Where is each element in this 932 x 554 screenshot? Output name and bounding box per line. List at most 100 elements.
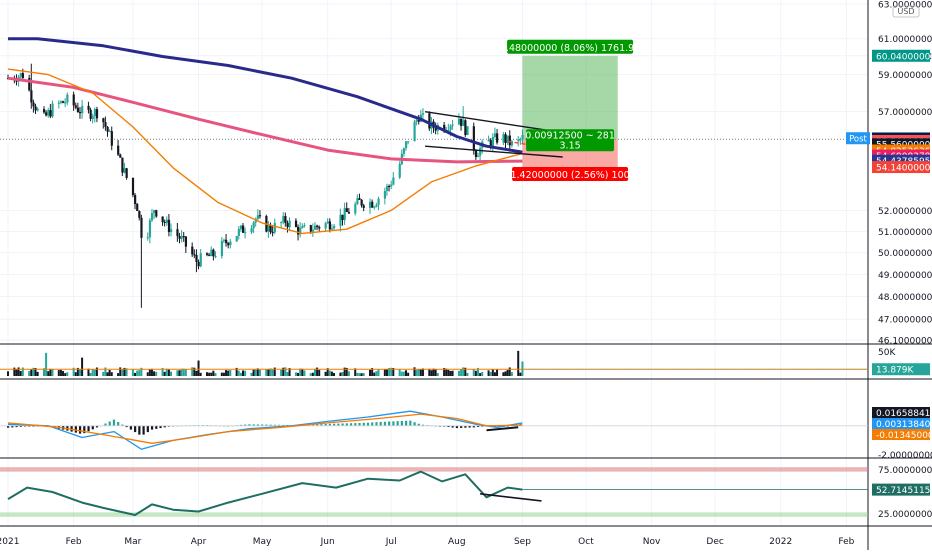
volume-bar — [30, 369, 33, 376]
macd-hist-bar — [70, 425, 73, 432]
candle-body — [417, 120, 420, 122]
volume-bar — [341, 372, 344, 376]
macd-hist-bar — [405, 420, 408, 426]
candle-body — [237, 229, 240, 236]
ma-pink-line — [7, 76, 523, 164]
macd-hist-bar — [396, 421, 399, 426]
candle-body — [136, 204, 139, 212]
price-tick-label: 47.0000000 — [878, 316, 932, 326]
volume-bar — [504, 371, 507, 376]
volume-bar — [358, 373, 361, 376]
volume-bar — [250, 372, 253, 376]
macd-hist-bar — [455, 425, 459, 429]
candle-body — [21, 73, 25, 78]
candle-body — [343, 208, 346, 221]
volume-bar — [148, 369, 151, 376]
candle-body — [324, 223, 327, 229]
volume-bar — [466, 372, 469, 376]
price-tick-label: 51.0000000 — [878, 228, 932, 238]
candle-body — [402, 148, 406, 154]
candle-body — [267, 224, 270, 232]
volume-bar — [449, 370, 452, 376]
volume-bar — [362, 372, 365, 376]
candle-body — [125, 168, 128, 178]
volume-bar — [76, 367, 79, 376]
volume-bar — [457, 370, 460, 376]
candle-body — [519, 139, 522, 141]
candle-body — [299, 228, 302, 235]
volume-bar — [489, 371, 492, 376]
volume-bar — [182, 368, 185, 376]
candle-body — [476, 155, 480, 157]
candle-body — [383, 191, 387, 199]
macd-hist-bar — [74, 425, 77, 433]
volume-bar — [392, 368, 395, 376]
volume-bar — [7, 371, 9, 376]
macd-tick-label: -2.00000000 — [878, 451, 932, 461]
candle-body — [362, 205, 365, 208]
volume-bar — [229, 370, 232, 376]
volume-bar — [339, 372, 342, 376]
price-tick-label: 59.0000000 — [878, 71, 932, 81]
volume-bar — [176, 370, 179, 376]
volume-bar — [462, 367, 465, 376]
volume-bar — [153, 371, 156, 376]
candle-body — [195, 254, 198, 262]
volume-bar — [78, 369, 81, 376]
volume-bar — [36, 371, 39, 376]
macd-hist-bar — [125, 425, 128, 428]
candle-body — [428, 113, 431, 129]
time-axis: 2021 Feb Mar Apr May Jun Jul Aug Sep Oct Nov Dec 202… — [0, 537, 855, 547]
candle-body — [297, 226, 300, 235]
currency-box — [892, 5, 920, 18]
volume-bar — [102, 371, 105, 376]
volume-bar — [388, 368, 391, 376]
macd-hist-bar — [252, 424, 255, 426]
candle-body — [148, 220, 152, 238]
macd-hist-bar — [87, 425, 90, 432]
candle-body — [282, 216, 285, 223]
volume-bar — [324, 371, 327, 376]
volume-bar — [227, 370, 230, 376]
volume-bar — [72, 367, 75, 376]
macd-hist-bar — [129, 425, 132, 430]
volume-bar — [13, 367, 16, 376]
macd-hist-bar — [379, 421, 382, 426]
macd-hist-bar — [159, 425, 162, 429]
candle-body — [313, 225, 317, 230]
macd-hist-bar — [163, 425, 166, 428]
volume-bar — [15, 369, 18, 376]
volume-bar — [212, 370, 215, 376]
volume-bar — [284, 367, 287, 376]
volume-bar — [265, 369, 268, 376]
time-tick-label: Nov — [643, 537, 661, 547]
candle-body — [91, 116, 94, 119]
price-tick-label: 63.0000000 — [878, 1, 932, 11]
volume-bar — [110, 372, 113, 376]
volume-bar — [371, 368, 374, 376]
macd-badge-text: -0.01345000 — [876, 431, 932, 441]
candle-body — [138, 211, 141, 218]
candle-body — [104, 122, 107, 127]
macd-hist-bar — [261, 424, 264, 426]
rsi-badge-text: 52.71451153 — [876, 486, 932, 496]
macd-badge-text: 0.01658841 — [876, 409, 930, 419]
volume-bar — [347, 371, 350, 376]
volume-bar — [282, 367, 285, 376]
macd-hist-bar — [409, 420, 412, 426]
macd-line — [7, 410, 523, 450]
volume-bar — [254, 368, 257, 376]
macd-hist-bar — [83, 425, 86, 434]
volume-bar — [178, 370, 181, 376]
volume-bar — [345, 367, 348, 376]
candle-body — [369, 201, 372, 208]
volume-bar — [74, 372, 77, 376]
time-tick-label: Apr — [191, 537, 207, 547]
macd-hist-bar — [349, 423, 353, 426]
rsi-tick-label: 75.00000000 — [878, 466, 932, 476]
volume-bar — [138, 370, 141, 376]
candle-body — [163, 221, 166, 224]
volume-tick-label: 50K — [878, 348, 896, 358]
candle-body — [45, 112, 48, 116]
